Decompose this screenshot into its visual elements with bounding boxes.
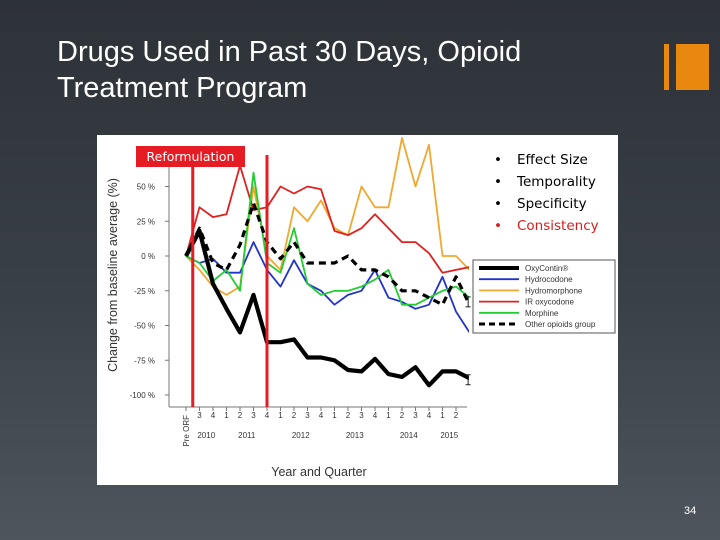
x-tick-label: 1 <box>440 411 445 420</box>
bullet-consistency: Consistency <box>494 215 599 237</box>
x-year-label: 2010 <box>197 431 215 440</box>
x-tick-label: 1 <box>278 411 283 420</box>
x-tick-label: 3 <box>197 411 202 420</box>
bullet-effect-size: Effect Size <box>494 149 599 171</box>
bullet-specificity: Specificity <box>494 193 599 215</box>
series-line-morphine <box>185 171 469 306</box>
legend-entry: Hydrocodone <box>525 275 573 284</box>
x-tick-label: 4 <box>319 411 324 420</box>
y-tick-label: -50 % <box>134 322 155 331</box>
x-tick-label: 4 <box>427 411 432 420</box>
x-tick-label: 4 <box>211 411 216 420</box>
x-axis-label: Year and Quarter <box>271 465 366 479</box>
series-line-other-opioids-group <box>184 201 469 307</box>
x-tick-label: 1 <box>332 411 337 420</box>
page-number: 34 <box>684 505 697 517</box>
x-tick-label: Pre ORF <box>182 415 191 447</box>
x-year-label: 2012 <box>292 431 310 440</box>
legend-entry: Morphine <box>525 309 559 318</box>
legend-entry: OxyContin® <box>525 264 568 273</box>
x-year-label: 2013 <box>346 431 364 440</box>
series-line-oxycontin <box>184 228 469 388</box>
bullet-list: Effect Size Temporality Specificity Cons… <box>494 149 599 237</box>
error-bar <box>465 296 471 308</box>
x-tick-label: 3 <box>359 411 364 420</box>
y-tick-label: 0 % <box>141 252 155 261</box>
slide-title: Drugs Used in Past 30 Days, Opioid Treat… <box>57 34 637 106</box>
chart-legend <box>472 259 616 334</box>
legend-entry: Hydromorphone <box>525 286 583 295</box>
series-line-ir-oxycodone <box>185 164 469 274</box>
x-tick-label: 4 <box>373 411 378 420</box>
accent-bar <box>664 44 669 90</box>
x-year-label: 2014 <box>400 431 418 440</box>
x-tick-label: 3 <box>251 411 256 420</box>
x-tick-label: 2 <box>346 411 351 420</box>
slide-title-line-1: Drugs Used in Past 30 Days, Opioid <box>57 36 522 68</box>
legend-entry: IR oxycodone <box>525 298 574 307</box>
error-bar <box>465 374 471 386</box>
accent-block <box>676 44 709 90</box>
y-tick-label: -100 % <box>130 391 155 400</box>
x-tick-label: 4 <box>265 411 270 420</box>
y-tick-label: 50 % <box>137 183 155 192</box>
reformulation-label: Reformulation <box>136 146 245 167</box>
x-year-label: 2015 <box>440 431 458 440</box>
x-tick-label: 2 <box>238 411 243 420</box>
legend-entry: Other opioids group <box>525 320 596 329</box>
chart-figure: 50 % 25 % 0 % -25 % -50 % -75 % -100 % Change f… <box>97 135 618 485</box>
x-tick-label: 2 <box>292 411 297 420</box>
x-tick-label: 3 <box>305 411 310 420</box>
bullet-temporality: Temporality <box>494 171 599 193</box>
line-chart: 50 % 25 % 0 % -25 % -50 % -75 % -100 % Change f… <box>106 137 616 479</box>
series-line-hydromorphone <box>185 137 469 296</box>
y-tick-label: -25 % <box>134 287 155 296</box>
x-tick-label: 2 <box>400 411 405 420</box>
x-tick-label: 3 <box>413 411 418 420</box>
slide-title-line-2: Treatment Program <box>57 72 308 104</box>
x-tick-label: 2 <box>454 411 459 420</box>
x-tick-label: 1 <box>224 411 229 420</box>
series-line-hydrocodone <box>185 241 469 333</box>
y-tick-label: -75 % <box>134 356 155 365</box>
y-axis-label: Change from baseline average (%) <box>106 178 120 372</box>
x-year-label: 2011 <box>238 431 256 440</box>
x-tick-label: 1 <box>386 411 391 420</box>
y-tick-label: 25 % <box>137 217 155 226</box>
